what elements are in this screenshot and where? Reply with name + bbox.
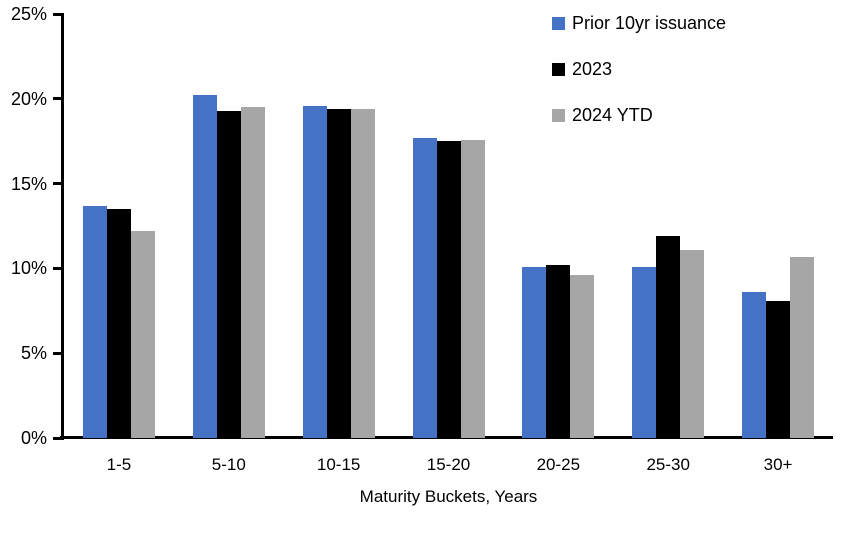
bar <box>106 209 131 438</box>
x-axis-tick-label: 15-20 <box>426 455 471 474</box>
bar-group <box>723 14 833 438</box>
legend-item: Prior 10yr issuance <box>552 13 726 34</box>
y-axis-tick <box>53 12 62 16</box>
x-axis-tick-label: 1-5 <box>106 455 132 474</box>
bar <box>460 140 485 438</box>
bar <box>326 109 351 438</box>
legend-label: 2024 YTD <box>572 105 653 125</box>
x-axis-tick-label: 10-15 <box>316 455 361 474</box>
bar <box>302 106 327 438</box>
bar <box>546 265 571 438</box>
bar <box>130 231 155 438</box>
x-axis-tick-label: 5-10 <box>211 455 246 474</box>
y-axis-tick <box>53 351 62 355</box>
legend-item: 2023 <box>552 59 726 80</box>
bar-group <box>613 14 723 438</box>
x-axis-title: Maturity Buckets, Years <box>359 487 538 506</box>
bar <box>656 236 681 438</box>
bar-group <box>394 14 504 438</box>
y-axis-tick-label: 20% <box>10 88 47 109</box>
legend-swatch <box>552 17 565 30</box>
bar <box>742 292 767 438</box>
legend-label: Prior 10yr issuance <box>572 13 727 33</box>
y-axis-tick <box>53 436 62 440</box>
y-axis-tick-label: 10% <box>10 258 47 279</box>
bar-group <box>174 14 284 438</box>
y-axis-tick <box>53 182 62 186</box>
legend-swatch <box>552 109 565 122</box>
bar <box>216 111 241 438</box>
bar <box>680 250 705 438</box>
y-axis-tick-label: 25% <box>10 4 47 24</box>
bar-group <box>284 14 394 438</box>
bar <box>350 109 375 438</box>
bar-group <box>503 14 613 438</box>
bar <box>192 95 217 438</box>
legend: Prior 10yr issuance 2023 2024 YTD <box>552 13 726 151</box>
plot-area <box>64 14 833 438</box>
bar <box>240 107 265 438</box>
bar <box>412 138 437 438</box>
bar <box>436 141 461 438</box>
bar <box>632 267 657 438</box>
legend-label: 2023 <box>572 59 613 79</box>
x-axis-tick-label: 30+ <box>763 455 793 474</box>
bar <box>522 267 547 438</box>
bar-group <box>64 14 174 438</box>
bar <box>570 275 595 438</box>
bar <box>766 301 791 438</box>
y-axis-tick-label: 0% <box>20 428 47 448</box>
x-axis-tick-label: 25-30 <box>646 455 690 474</box>
legend-item: 2024 YTD <box>552 105 726 126</box>
y-axis-tick-label: 5% <box>20 343 47 364</box>
bar <box>790 257 815 438</box>
y-axis-tick-label: 15% <box>10 173 47 194</box>
y-axis-line <box>61 13 64 440</box>
bar <box>82 206 107 438</box>
y-axis-tick <box>53 97 62 101</box>
legend-swatch <box>552 63 565 76</box>
x-axis-tick-label: 20-25 <box>536 455 581 474</box>
y-axis-tick <box>53 266 62 270</box>
